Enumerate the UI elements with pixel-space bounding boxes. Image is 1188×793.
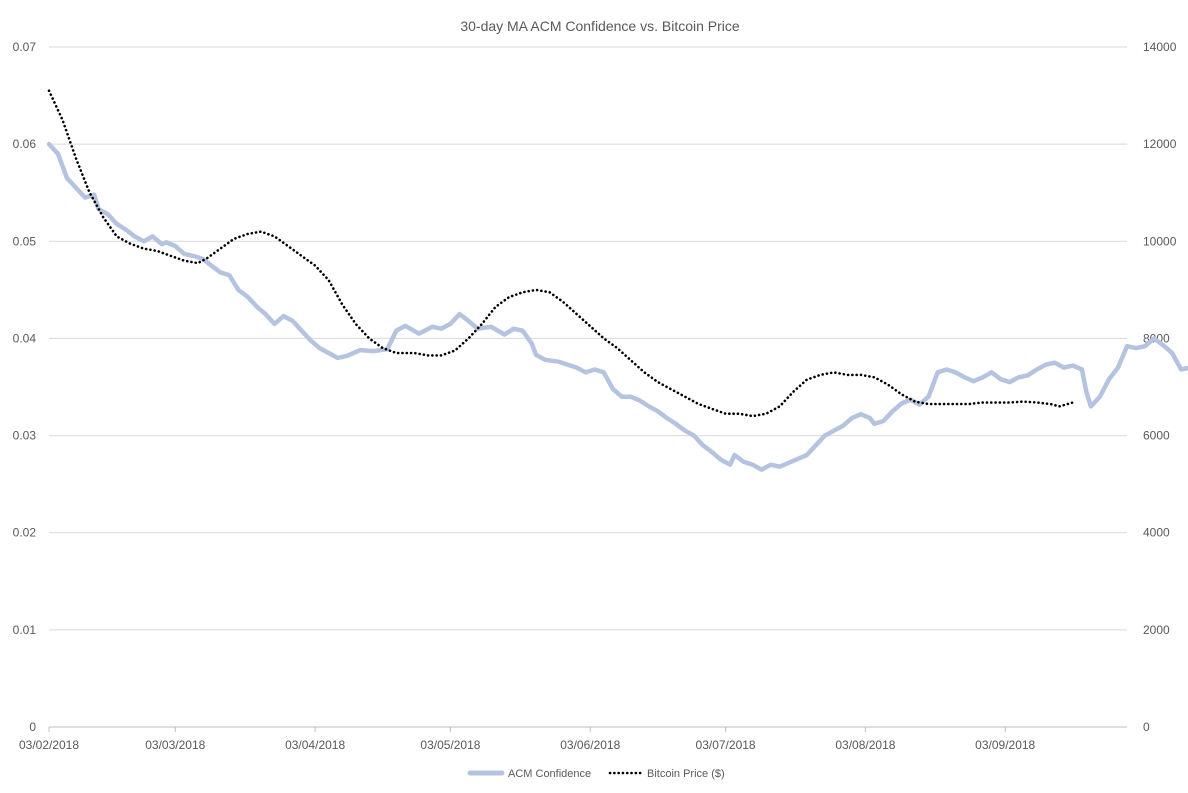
x-axis-tick-label: 03/06/2018 (560, 738, 620, 752)
series-lines (46, 89, 1188, 472)
x-axis-tick-label: 03/05/2018 (420, 738, 480, 752)
x-axis-ticks: 03/02/2018 03/03/2018 03/04/2018 03/05/2018… (19, 727, 1036, 752)
chart-title: 30-day MA ACM Confidence vs. Bitcoin Pri… (460, 18, 740, 34)
right-axis-tick-label: 10000 (1143, 234, 1177, 248)
left-axis-tick-label: 0.01 (13, 623, 37, 637)
left-axis-ticks: 0 0.01 0.02 0.03 0.04 0.05 0.06 0.07 (13, 40, 37, 734)
acm-confidence-line (46, 141, 1188, 472)
bitcoin-price-line (47, 89, 1075, 418)
right-axis-tick-label: 14000 (1143, 40, 1177, 54)
right-axis-tick-label: 2000 (1143, 623, 1170, 637)
x-axis-tick-label: 03/02/2018 (19, 738, 79, 752)
legend: ACM Confidence Bitcoin Price ($) (467, 768, 725, 780)
x-axis-tick-label: 03/03/2018 (145, 738, 205, 752)
right-axis-tick-label: 0 (1143, 720, 1150, 734)
left-axis-tick-label: 0.05 (13, 234, 37, 248)
x-axis-tick-label: 03/07/2018 (696, 738, 756, 752)
legend-bitcoin-price-label: Bitcoin Price ($) (647, 768, 725, 780)
right-axis-tick-label: 4000 (1143, 526, 1170, 540)
left-axis-tick-label: 0.03 (13, 429, 37, 443)
right-axis-tick-label: 6000 (1143, 429, 1170, 443)
x-axis-tick-label: 03/08/2018 (835, 738, 895, 752)
left-axis-tick-label: 0.04 (13, 331, 37, 345)
x-axis-tick-label: 03/09/2018 (975, 738, 1035, 752)
legend-acm-confidence-label: ACM Confidence (508, 768, 591, 780)
left-axis-tick-label: 0.06 (13, 137, 37, 151)
left-axis-tick-label: 0.02 (13, 526, 37, 540)
left-axis-tick-label: 0.07 (13, 40, 37, 54)
gridlines (49, 46, 1127, 631)
left-axis-tick-label: 0 (29, 720, 36, 734)
x-axis-tick-label: 03/04/2018 (285, 738, 345, 752)
right-axis-tick-label: 12000 (1143, 137, 1177, 151)
